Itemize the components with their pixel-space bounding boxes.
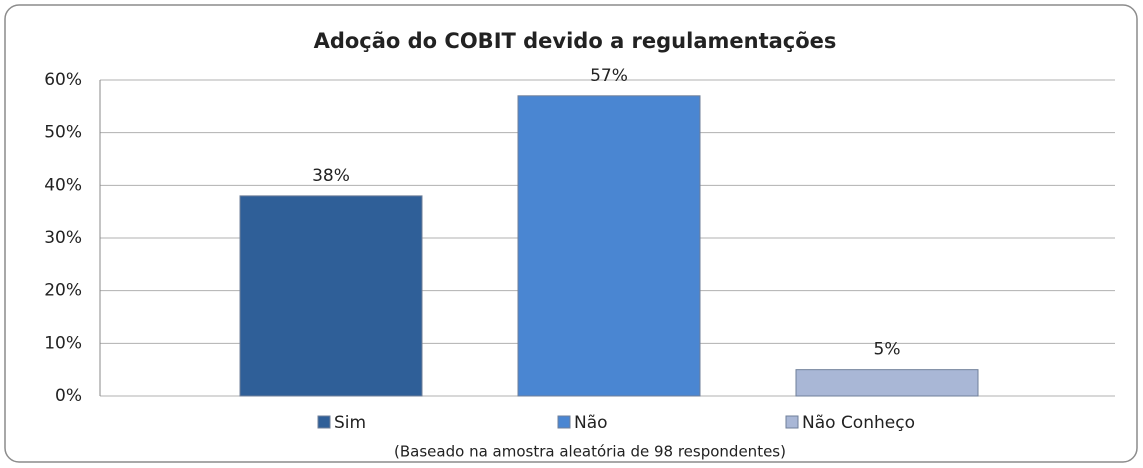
x-axis-label: (Baseado na amostra aleatória de 98 resp… bbox=[394, 443, 786, 461]
y-tick-label: 30% bbox=[44, 228, 82, 248]
legend-swatch bbox=[557, 415, 571, 429]
y-tick-label: 0% bbox=[55, 386, 82, 406]
bar bbox=[795, 369, 979, 397]
bar bbox=[239, 195, 423, 397]
bar bbox=[517, 95, 701, 397]
y-tick-label: 60% bbox=[44, 70, 82, 90]
chart-title: Adoção do COBIT devido a regulamentações bbox=[314, 29, 837, 53]
legend-swatch bbox=[785, 415, 799, 429]
legend-swatch bbox=[317, 415, 331, 429]
y-tick-label: 10% bbox=[44, 333, 82, 353]
value-label: 5% bbox=[874, 340, 901, 360]
y-tick-label: 40% bbox=[44, 175, 82, 195]
y-tick-label: 50% bbox=[44, 123, 82, 143]
legend-label: Não Conheço bbox=[802, 413, 915, 433]
legend-label: Não bbox=[574, 413, 608, 433]
legend-label: Sim bbox=[334, 413, 366, 433]
value-label: 38% bbox=[312, 166, 350, 186]
y-tick-label: 20% bbox=[44, 281, 82, 301]
value-label: 57% bbox=[590, 66, 628, 86]
